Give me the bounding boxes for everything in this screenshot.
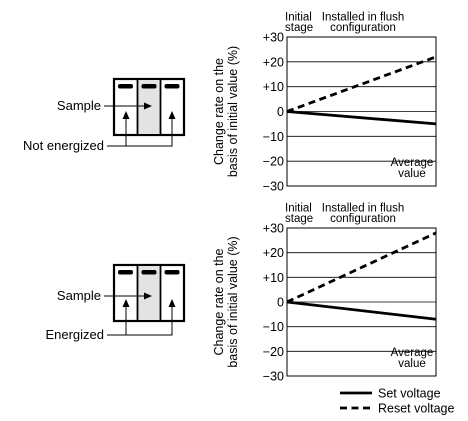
legend-label-reset: Reset voltage: [378, 402, 454, 416]
state-label: Energized: [45, 327, 104, 342]
y-tick-label: +30: [263, 222, 284, 236]
sample-pointer: [104, 102, 152, 110]
legend-label-set: Set voltage: [378, 387, 441, 401]
y-tick-label: −10: [263, 320, 284, 334]
sample-label: Sample: [57, 288, 101, 303]
y-tick-label: −20: [263, 345, 284, 359]
schematic-energized: Sample Energized: [45, 263, 186, 342]
y-tick-label: 0: [277, 105, 284, 119]
unit-indicator: [141, 84, 157, 89]
unit-indicator: [164, 270, 180, 275]
legend: Set voltage Reset voltage: [340, 387, 454, 416]
unit-indicator: [141, 270, 157, 275]
y-axis-label: Change rate on thebasis of initial value…: [212, 46, 240, 177]
not-energized-pointer: [107, 111, 176, 147]
sample-pointer: [104, 292, 152, 300]
y-tick-label: −20: [263, 155, 284, 169]
y-tick-label: −30: [263, 180, 284, 194]
unit-indicator: [164, 84, 180, 89]
series-line-reset: [286, 231, 437, 304]
y-axis-label: Change rate on thebasis of initial value…: [212, 236, 240, 367]
series-line-reset: [286, 55, 437, 113]
series-line-set: [286, 110, 437, 126]
y-tick-label: −10: [263, 130, 284, 144]
annotation-average-value: Average value: [391, 347, 434, 370]
sample-unit: [138, 266, 160, 320]
header-initial-stage: Initial stage: [285, 203, 313, 226]
energized-pointer: [107, 299, 176, 336]
unit-indicator: [118, 84, 133, 89]
y-tick-label: +20: [263, 55, 284, 69]
y-tick-label: +20: [263, 246, 284, 260]
header-installed-flush: Installed in flush configuration: [322, 12, 404, 35]
y-tick-label: +10: [263, 80, 284, 94]
unit-indicator: [118, 270, 133, 275]
y-tick-label: +30: [263, 31, 284, 45]
header-installed-flush: Installed in flush configuration: [322, 203, 404, 226]
header-initial-stage: Initial stage: [285, 12, 313, 35]
y-tick-label: −30: [263, 370, 284, 384]
sample-label: Sample: [57, 98, 101, 113]
state-label: Not energized: [23, 138, 104, 153]
chart-energized: +30 +20 +10 0 −10 −20 −30 Initial stage Installed…: [212, 203, 437, 384]
schematic-not-energized: Sample Not energized: [23, 77, 186, 153]
series-line-set: [286, 300, 437, 321]
y-tick-label: 0: [277, 296, 284, 310]
annotation-average-value: Average value: [391, 157, 434, 180]
y-tick-label: +10: [263, 271, 284, 285]
chart-not-energized: +30 +20 +10 0 −10 −20 −30 Initial stage Installed…: [212, 12, 437, 194]
